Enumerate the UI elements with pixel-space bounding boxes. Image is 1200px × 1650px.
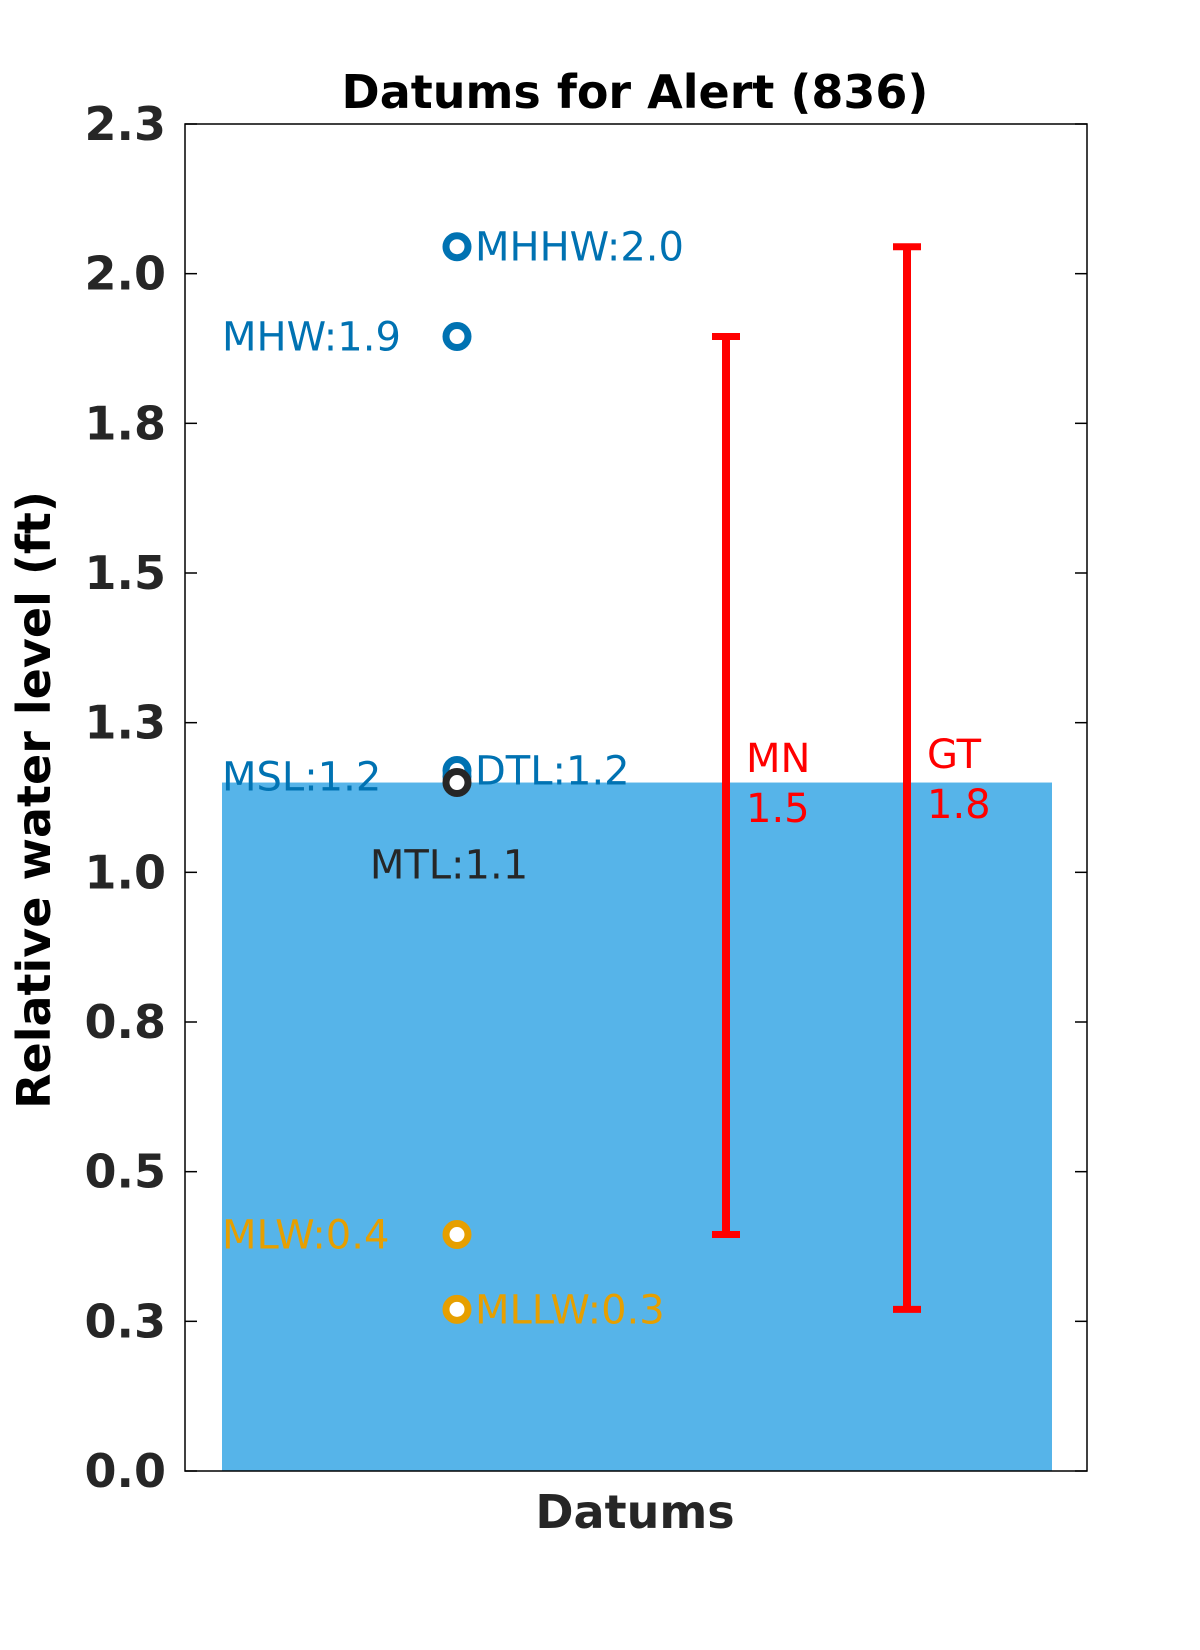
water-level-bar (222, 782, 1052, 1471)
datum-label-mhw: MHW:1.9 (222, 315, 401, 361)
y-tick-label: 0.3 (85, 1294, 167, 1348)
chart-title: Datums for Alert (836) (342, 65, 929, 119)
datum-marker-mhhw (442, 232, 472, 262)
y-tick-label: 1.3 (85, 696, 167, 750)
y-tick-label: 2.3 (85, 97, 167, 151)
datum-marker-mlw (442, 1220, 472, 1250)
y-tick-label: 0.0 (85, 1444, 167, 1498)
datum-marker-mllw (442, 1294, 472, 1324)
datum-label-msl: MSL:1.2 (222, 755, 381, 801)
plot-frame (184, 123, 1088, 1472)
y-axis-title: Relative water level (ft) (7, 491, 61, 1109)
range-value-mn: 1.5 (746, 786, 810, 832)
range-value-gt: 1.8 (927, 782, 991, 828)
y-tick-label: 0.5 (85, 1145, 167, 1199)
y-tick-label: 2.0 (85, 247, 167, 301)
y-tick-label: 0.8 (85, 995, 167, 1049)
y-tick-label: 1.8 (85, 396, 167, 450)
y-tick-label: 1.0 (85, 845, 167, 899)
range-label-mn: MN (746, 736, 810, 782)
datum-label-dtl: DTL:1.2 (475, 749, 630, 795)
datum-label-mhhw: MHHW:2.0 (475, 225, 684, 271)
datum-marker-mhw (442, 322, 472, 352)
x-axis-title: Datums (535, 1485, 734, 1539)
range-label-gt: GT (927, 732, 982, 778)
datum-marker-mtl (442, 768, 472, 798)
datum-label-mllw: MLLW:0.3 (475, 1287, 665, 1333)
datum-label-mlw: MLW:0.4 (222, 1213, 389, 1259)
datum-label-mtl: MTL:1.1 (370, 843, 528, 889)
y-tick-label: 1.5 (85, 546, 167, 600)
plot-area: 0.00.30.50.81.01.31.51.82.02.3MN1.5GT1.8… (85, 97, 1088, 1498)
